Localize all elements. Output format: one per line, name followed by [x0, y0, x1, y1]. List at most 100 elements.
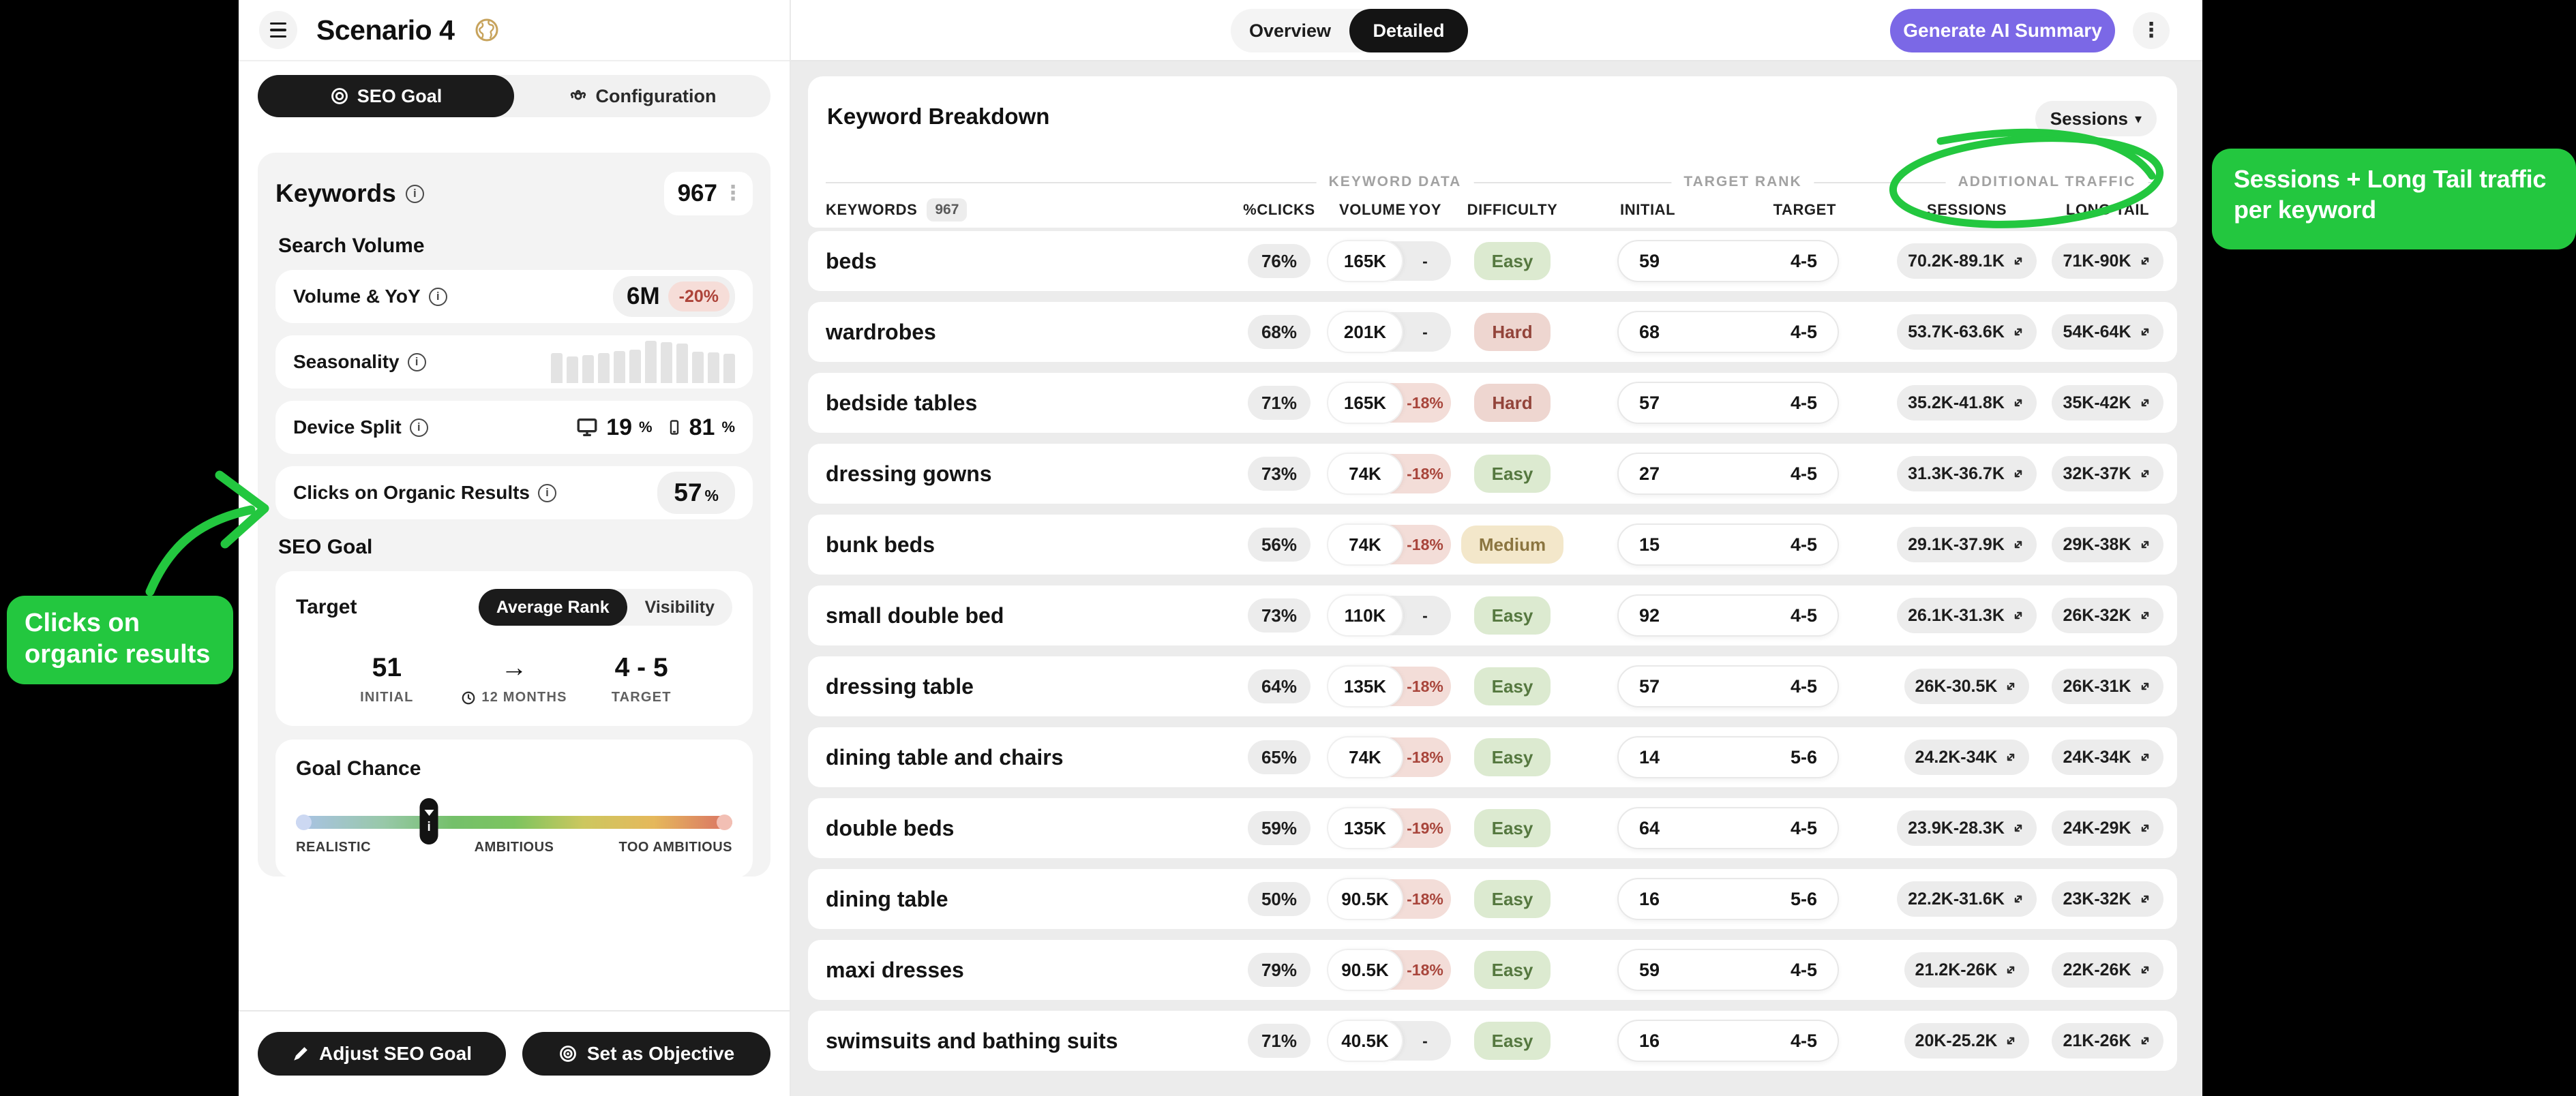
clicks-pill: 65% — [1247, 740, 1311, 774]
long-tail-pill[interactable]: 54K-64K — [2052, 314, 2163, 350]
info-icon[interactable]: i — [405, 184, 424, 203]
col-yoy[interactable]: YOY — [1408, 201, 1441, 218]
rank-range-box[interactable]: 27 4-5 — [1617, 453, 1839, 495]
long-tail-pill[interactable]: 23K-32K — [2052, 881, 2163, 917]
keyword-name: dressing table — [826, 673, 974, 699]
long-tail-pill[interactable]: 26K-32K — [2052, 598, 2163, 633]
adjust-seo-goal-button[interactable]: Adjust SEO Goal — [258, 1032, 506, 1076]
organic-clicks-row: Clicks on Organic Results i 57% — [275, 466, 753, 519]
tab-configuration[interactable]: Configuration — [514, 75, 770, 117]
goal-chance-marker[interactable]: i — [419, 798, 438, 844]
sessions-pill[interactable]: 24.2K-34K — [1904, 740, 2030, 775]
table-row[interactable]: bunk beds 56% 74K -18% Medium 15 4-5 — [808, 515, 2177, 575]
col-difficulty[interactable]: DIFFICULTY — [1467, 201, 1558, 218]
target-icon — [331, 88, 348, 104]
table-row[interactable]: swimsuits and bathing suits 71% 40.5K - … — [808, 1011, 2177, 1071]
table-row[interactable]: dining table and chairs 65% 74K -18% Eas… — [808, 727, 2177, 787]
col-long-tail[interactable]: LONG TAIL — [2065, 201, 2150, 218]
rank-range-box[interactable]: 16 5-6 — [1617, 878, 1839, 920]
sessions-pill[interactable]: 35.2K-41.8K — [1897, 385, 2037, 421]
set-as-objective-button[interactable]: Set as Objective — [522, 1032, 770, 1076]
long-tail-pill[interactable]: 24K-34K — [2052, 740, 2163, 775]
kebab-icon[interactable]: ⋮ — [723, 182, 743, 204]
table-row[interactable]: dressing table 64% 135K -18% Easy 57 4-5 — [808, 656, 2177, 716]
col-target[interactable]: TARGET — [1773, 201, 1836, 218]
long-tail-pill[interactable]: 32K-37K — [2052, 456, 2163, 491]
long-tail-pill[interactable]: 35K-42K — [2052, 385, 2163, 421]
table-row[interactable]: bedside tables 71% 165K -18% Hard 57 4-5 — [808, 373, 2177, 433]
seasonality-bar — [551, 353, 563, 383]
rank-range-box[interactable]: 68 4-5 — [1617, 311, 1839, 353]
table-row[interactable]: beds 76% 165K - Easy 59 4-5 — [808, 231, 2177, 291]
rank-range-box[interactable]: 57 4-5 — [1617, 665, 1839, 707]
menu-button[interactable] — [259, 11, 297, 49]
rank-range-box[interactable]: 57 4-5 — [1617, 382, 1839, 424]
generate-ai-summary-button[interactable]: Generate AI Summary — [1890, 9, 2115, 52]
rank-range-box[interactable]: 16 4-5 — [1617, 1020, 1839, 1062]
yoy-value: - — [1422, 606, 1428, 624]
tab-seo-goal[interactable]: SEO Goal — [258, 75, 514, 117]
col-initial[interactable]: INITIAL — [1620, 201, 1676, 218]
long-tail-pill[interactable]: 24K-29K — [2052, 810, 2163, 846]
volume-value: 74K — [1328, 525, 1402, 564]
volume-value: 165K — [1328, 241, 1402, 281]
volume-yoy-pill: 201K - — [1328, 312, 1451, 352]
column-headers: KEYWORDS 967 %CLICKS VOLUME YOY DIFFICUL… — [808, 198, 2177, 222]
rank-range-box[interactable]: 59 4-5 — [1617, 949, 1839, 991]
sessions-pill[interactable]: 21.2K-26K — [1904, 952, 2030, 988]
goal-chance-slider[interactable] — [296, 816, 732, 829]
info-icon[interactable]: i — [407, 352, 426, 371]
sessions-pill[interactable]: 22.2K-31.6K — [1897, 881, 2037, 917]
keyword-name: bunk beds — [826, 532, 935, 557]
metric-dropdown[interactable]: Sessions ▾ — [2035, 101, 2157, 136]
toggle-average-rank[interactable]: Average Rank — [478, 589, 627, 626]
table-row[interactable]: double beds 59% 135K -19% Easy 64 4-5 — [808, 798, 2177, 858]
tab-detailed[interactable]: Detailed — [1349, 9, 1468, 52]
rank-range-box[interactable]: 92 4-5 — [1617, 594, 1839, 637]
long-tail-pill[interactable]: 21K-26K — [2052, 1023, 2163, 1059]
long-tail-pill[interactable]: 22K-26K — [2052, 952, 2163, 988]
difficulty-badge: Easy — [1473, 242, 1551, 280]
sessions-pill[interactable]: 29.1K-37.9K — [1897, 527, 2037, 562]
difficulty-badge: Easy — [1473, 596, 1551, 635]
volume-value: 110K — [1328, 596, 1402, 635]
rank-range-box[interactable]: 59 4-5 — [1617, 240, 1839, 282]
info-icon[interactable]: i — [409, 418, 428, 437]
clicks-pill: 68% — [1247, 315, 1311, 349]
app-window: Scenario 4 SEO Goal Configuration — [239, 0, 2202, 1096]
sessions-pill[interactable]: 20K-25.2K — [1904, 1023, 2030, 1059]
sessions-pill[interactable]: 23.9K-28.3K — [1897, 810, 2037, 846]
long-tail-pill[interactable]: 29K-38K — [2052, 527, 2163, 562]
sessions-pill[interactable]: 26K-30.5K — [1904, 669, 2030, 704]
table-row[interactable]: wardrobes 68% 201K - Hard 68 4-5 — [808, 302, 2177, 362]
target-mode-toggle: Average Rank Visibility — [478, 589, 732, 626]
tab-overview[interactable]: Overview — [1248, 20, 1332, 41]
col-clicks[interactable]: %CLICKS — [1243, 201, 1315, 218]
expand-arrow-icon — [2141, 541, 2148, 549]
sessions-pill[interactable]: 31.3K-36.7K — [1897, 456, 2037, 491]
table-row[interactable]: dressing gowns 73% 74K -18% Easy 27 4-5 — [808, 444, 2177, 504]
col-sessions[interactable]: SESSIONS — [1926, 201, 2007, 218]
long-tail-pill[interactable]: 26K-31K — [2052, 669, 2163, 704]
col-keywords[interactable]: KEYWORDS — [826, 201, 918, 218]
sessions-pill[interactable]: 26.1K-31.3K — [1897, 598, 2037, 633]
expand-arrow-icon — [2014, 328, 2022, 336]
keyword-name: bedside tables — [826, 390, 978, 415]
rank-range-box[interactable]: 15 4-5 — [1617, 523, 1839, 566]
col-volume[interactable]: VOLUME — [1339, 201, 1406, 218]
long-tail-pill[interactable]: 71K-90K — [2052, 243, 2163, 279]
table-row[interactable]: maxi dresses 79% 90.5K -18% Easy 59 4-5 — [808, 940, 2177, 1000]
sessions-pill[interactable]: 70.2K-89.1K — [1897, 243, 2037, 279]
toggle-visibility[interactable]: Visibility — [644, 597, 715, 617]
rank-range-box[interactable]: 14 5-6 — [1617, 736, 1839, 778]
desktop-pct: 19 — [606, 414, 633, 440]
sessions-pill[interactable]: 53.7K-63.6K — [1897, 314, 2037, 350]
volume-value: 6M — [627, 283, 660, 309]
table-row[interactable]: dining table 50% 90.5K -18% Easy 16 5-6 — [808, 869, 2177, 929]
rank-range-box[interactable]: 64 4-5 — [1617, 807, 1839, 849]
info-icon[interactable]: i — [428, 287, 447, 306]
topbar-menu-button[interactable]: ⋮ — [2133, 12, 2170, 49]
table-row[interactable]: small double bed 73% 110K - Easy 92 4-5 — [808, 585, 2177, 645]
arrow-right-icon: → — [500, 653, 528, 682]
info-icon[interactable]: i — [538, 483, 556, 502]
